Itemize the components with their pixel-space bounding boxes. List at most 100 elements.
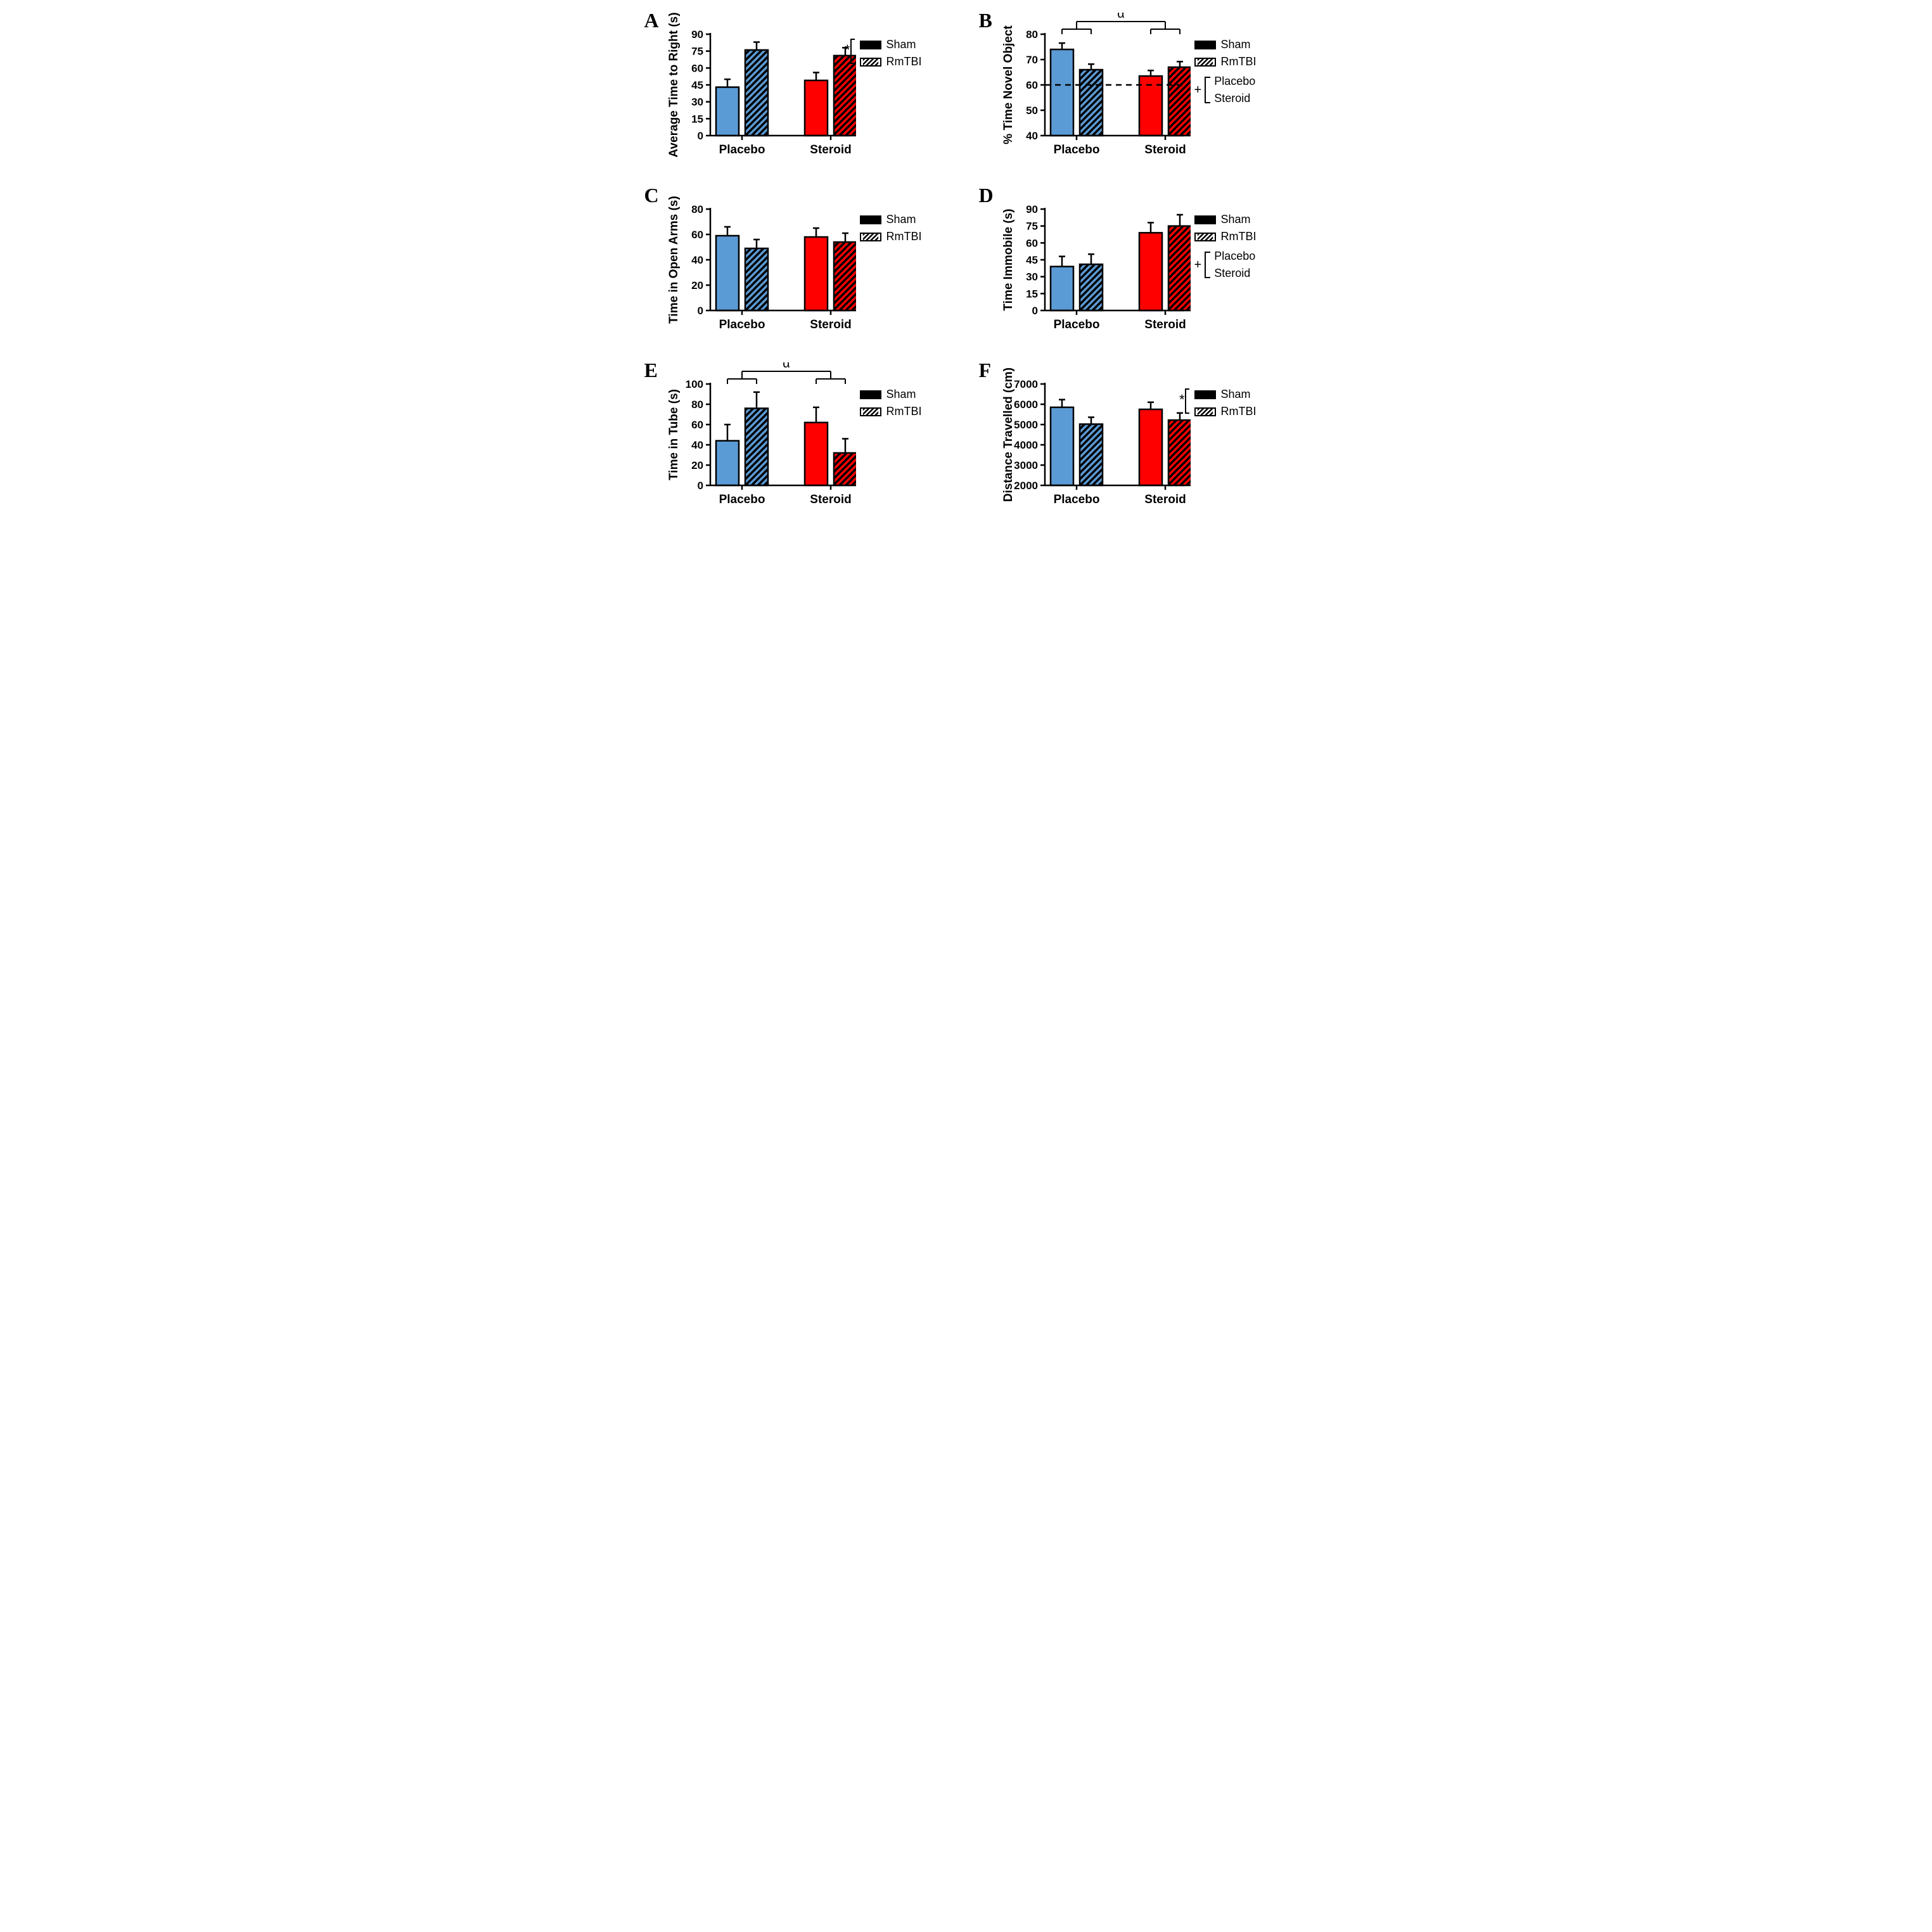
bar-Steroid-RmTBI xyxy=(1168,67,1191,136)
y-axis-label: Time Immobile (s) xyxy=(1002,208,1015,310)
ytick-label: 40 xyxy=(691,254,703,266)
bar-Steroid-Sham xyxy=(805,237,828,310)
ytick-label: 30 xyxy=(691,96,703,108)
extra-legend-top: Placebo xyxy=(1214,75,1255,88)
svg-text:*: * xyxy=(1179,392,1185,407)
category-label: Steroid xyxy=(810,143,851,157)
legend-bracket: * xyxy=(1177,385,1193,417)
panel-letter: F xyxy=(979,359,992,382)
ytick-label: 4000 xyxy=(1014,439,1038,451)
legend-label: RmTBI xyxy=(886,230,922,243)
legend-label: RmTBI xyxy=(886,405,922,418)
chart-D: 0153045607590PlaceboSteroidTime Immobile… xyxy=(1001,188,1191,340)
ytick-label: 90 xyxy=(1026,203,1038,215)
legend: Sham RmTBI + Placebo Steroid xyxy=(1194,213,1257,280)
category-label: Steroid xyxy=(1144,318,1186,331)
panel-E: E020406080100PlaceboSteroidαTime in Tube… xyxy=(644,362,954,515)
legend-label: Sham xyxy=(1221,213,1251,226)
y-axis-label: Time in Open Arms (s) xyxy=(667,196,681,324)
category-label: Placebo xyxy=(1053,493,1099,506)
legend-swatch-solid xyxy=(860,215,881,224)
category-label: Steroid xyxy=(810,493,851,506)
bracket-icon xyxy=(1203,250,1213,280)
extra-legend-bottom: Steroid xyxy=(1214,267,1255,280)
chart-E: 020406080100PlaceboSteroidαTime in Tube … xyxy=(666,362,856,515)
treatment-effect-legend: + Placebo Steroid xyxy=(1194,250,1257,280)
panel-letter: A xyxy=(644,9,659,32)
bracket-icon xyxy=(1203,75,1213,105)
legend-swatch-hatched xyxy=(1194,233,1216,241)
bar-Placebo-RmTBI xyxy=(1080,424,1103,485)
ytick-label: 60 xyxy=(691,419,703,431)
ytick-label: 80 xyxy=(691,203,703,215)
ytick-label: 90 xyxy=(691,29,703,41)
ytick-label: 3000 xyxy=(1014,459,1038,471)
legend-label: Sham xyxy=(886,38,916,51)
bar-Placebo-Sham xyxy=(716,441,739,485)
legend-item-rmtbi: RmTBI xyxy=(1194,230,1257,243)
y-axis-label: Time in Tube (s) xyxy=(667,389,681,480)
ytick-label: 50 xyxy=(1026,105,1038,117)
ytick-label: 70 xyxy=(1026,54,1038,66)
ytick-label: 60 xyxy=(1026,79,1038,91)
panel-letter: D xyxy=(979,184,994,207)
legend-swatch-hatched xyxy=(860,58,881,67)
panel-letter: E xyxy=(644,359,658,382)
bar-Steroid-RmTBI xyxy=(1168,420,1191,485)
legend-swatch-hatched xyxy=(1194,58,1216,67)
y-axis-label: Average Time to Right (s) xyxy=(667,13,681,158)
plus-symbol: + xyxy=(1194,83,1202,98)
ytick-label: 2000 xyxy=(1014,480,1038,492)
bar-Placebo-Sham xyxy=(1051,407,1073,485)
ytick-label: 45 xyxy=(1026,254,1038,266)
legend-label: RmTBI xyxy=(886,55,922,68)
ytick-label: 7000 xyxy=(1014,378,1038,390)
chart-A: 0153045607590PlaceboSteroidAverage Time … xyxy=(666,13,856,165)
legend-item-sham: Sham xyxy=(1194,388,1257,401)
ytick-label: 6000 xyxy=(1014,399,1038,411)
category-label: Steroid xyxy=(1144,143,1186,157)
bar-Steroid-Sham xyxy=(1139,409,1162,485)
legend: *ShamRmTBI xyxy=(860,38,922,68)
panel-A: A0153045607590PlaceboSteroidAverage Time… xyxy=(644,13,954,165)
panel-F: F200030004000500060007000PlaceboSteroidD… xyxy=(979,362,1288,515)
legend-label: RmTBI xyxy=(1221,230,1257,243)
bar-Placebo-RmTBI xyxy=(745,248,768,310)
y-axis-label: Distance Travelled (cm) xyxy=(1002,368,1015,502)
legend-item-rmtbi: RmTBI xyxy=(1194,55,1257,68)
category-label: Placebo xyxy=(1053,318,1099,331)
chart-F: 200030004000500060007000PlaceboSteroidDi… xyxy=(1001,362,1191,515)
legend-label: Sham xyxy=(886,388,916,401)
legend: Sham RmTBI xyxy=(860,388,922,418)
legend-label: RmTBI xyxy=(1221,55,1257,68)
ytick-label: 0 xyxy=(1032,305,1037,317)
legend-bracket: * xyxy=(842,35,859,67)
legend-item-sham: Sham xyxy=(1194,38,1257,51)
bar-Steroid-RmTBI xyxy=(834,242,856,310)
extra-legend-bottom: Steroid xyxy=(1214,92,1255,105)
category-label: Placebo xyxy=(719,493,765,506)
legend-item-rmtbi: RmTBI xyxy=(860,55,922,68)
ytick-label: 75 xyxy=(691,46,703,58)
plus-symbol: + xyxy=(1194,258,1202,272)
legend-swatch-hatched xyxy=(860,407,881,416)
legend-item-rmtbi: RmTBI xyxy=(1194,405,1257,418)
panel-letter: B xyxy=(979,9,992,32)
ytick-label: 60 xyxy=(691,62,703,74)
ytick-label: 5000 xyxy=(1014,419,1038,431)
chart-C: 020406080PlaceboSteroidTime in Open Arms… xyxy=(666,188,856,340)
bar-Steroid-RmTBI xyxy=(834,56,856,136)
panel-letter: C xyxy=(644,184,659,207)
ytick-label: 20 xyxy=(691,279,703,291)
legend-label: Sham xyxy=(886,213,916,226)
legend-swatch-solid xyxy=(860,41,881,49)
legend: Sham RmTBI + Placebo Steroid xyxy=(1194,38,1257,105)
legend-swatch-hatched xyxy=(860,233,881,241)
ytick-label: 75 xyxy=(1026,221,1038,233)
legend-item-rmtbi: RmTBI xyxy=(860,230,922,243)
panel-B: B4050607080PlaceboSteroidα% Time Novel O… xyxy=(979,13,1288,165)
extra-legend-top: Placebo xyxy=(1214,250,1255,263)
bar-Placebo-RmTBI xyxy=(1080,264,1103,310)
svg-text:*: * xyxy=(845,42,850,58)
ytick-label: 0 xyxy=(697,480,703,492)
